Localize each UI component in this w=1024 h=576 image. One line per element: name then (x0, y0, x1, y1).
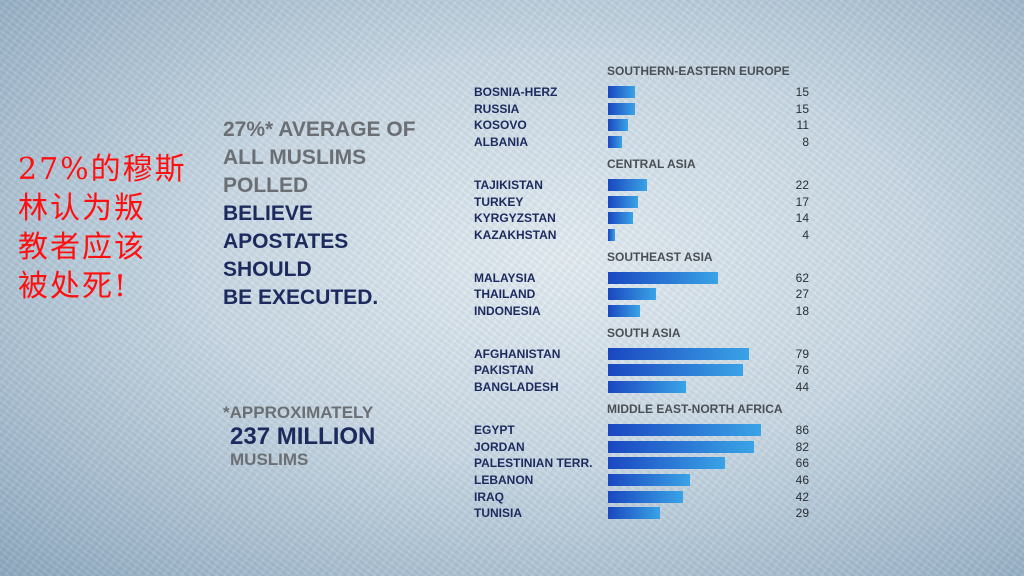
value-label: 66 (795, 456, 809, 471)
row-label: TUNISIA (474, 506, 522, 521)
row-label: KYRGYZSTAN (474, 211, 556, 226)
row-label: KAZAKHSTAN (474, 227, 557, 242)
bar (608, 119, 628, 132)
value-label: 29 (795, 506, 809, 521)
group-title: CENTRAL ASIA (607, 156, 696, 171)
headline-line-4: BELIEVE (223, 202, 313, 225)
value-label: 15 (795, 85, 809, 99)
value-label: 86 (795, 422, 809, 437)
bar-chart: SOUTHERN-EASTERN EUROPE BOSNIA-HERZ 15 RUSS… (470, 60, 815, 520)
footnote: *APPROXIMATELY 237 MILLION MUSLIMS (223, 402, 375, 470)
value-label: 46 (795, 472, 809, 487)
bar (608, 347, 749, 360)
bar (608, 457, 726, 470)
footnote-line-3: MUSLIMS (230, 450, 309, 469)
value-label: 17 (795, 194, 809, 209)
headline-line-2: ALL MUSLIMS (223, 146, 367, 169)
bar (608, 507, 660, 520)
bar (608, 440, 754, 453)
row-label: BOSNIA-HERZ (474, 85, 558, 99)
bar (608, 195, 639, 208)
bar (608, 271, 719, 284)
bar (608, 288, 657, 301)
headline-line-3: POLLED (223, 174, 309, 197)
bar (608, 136, 623, 149)
row-label: INDONESIA (474, 304, 541, 318)
row-label: JORDAN (474, 439, 525, 454)
value-label: 27 (795, 287, 809, 302)
headline-line-7: BE EXECUTED. (223, 286, 379, 309)
row-label: BANGLADESH (474, 380, 559, 395)
row-label: RUSSIA (474, 101, 520, 116)
bar (608, 381, 687, 394)
row-label: THAILAND (474, 287, 536, 302)
value-label: 44 (795, 380, 809, 395)
bar (608, 178, 648, 191)
group-title: MIDDLE EAST-NORTH AFRICA (607, 401, 783, 416)
headline: 27%* AVERAGE OF ALL MUSLIMS POLLED BELIE… (223, 116, 463, 312)
headline-line-5: APOSTATES (223, 230, 349, 253)
value-label: 4 (802, 227, 809, 242)
bar (608, 212, 633, 225)
row-label: PALESTINIAN TERR. (474, 456, 593, 471)
value-label: 79 (795, 346, 809, 361)
headline-line-6: SHOULD (223, 258, 312, 281)
footnote-line-2: 237 MILLION (230, 423, 376, 450)
row-label: LEBANON (474, 472, 534, 487)
bar (608, 305, 641, 317)
bar (608, 102, 635, 115)
value-label: 18 (795, 304, 809, 318)
row-label: MALAYSIA (474, 270, 536, 285)
group-title: SOUTHEAST ASIA (607, 249, 713, 264)
row-label: IRAQ (474, 489, 504, 504)
row-label: PAKISTAN (474, 363, 534, 378)
group-title: SOUTH ASIA (607, 325, 681, 340)
bar (608, 86, 635, 98)
row-label: ALBANIA (474, 135, 528, 150)
headline-line-1: 27%* AVERAGE OF (223, 118, 416, 141)
bar (608, 364, 744, 377)
group-title: SOUTHERN-EASTERN EUROPE (607, 64, 790, 78)
row-label: TAJIKISTAN (474, 177, 543, 192)
row-label: KOSOVO (474, 118, 527, 133)
value-label: 22 (795, 177, 809, 192)
chinese-caption: 27%的穆斯 林认为叛 教者应该 被处死! (18, 152, 187, 304)
value-label: 82 (795, 439, 809, 454)
value-label: 42 (795, 489, 809, 504)
value-label: 62 (795, 270, 809, 285)
footnote-line-1: *APPROXIMATELY (223, 403, 374, 422)
bar (608, 490, 683, 503)
value-label: 8 (802, 135, 809, 150)
row-label: EGYPT (474, 422, 515, 437)
value-label: 15 (795, 101, 809, 116)
row-label: TURKEY (474, 194, 524, 209)
value-label: 76 (795, 363, 809, 378)
bar (608, 473, 690, 486)
value-label: 14 (795, 211, 809, 226)
bar (608, 228, 616, 241)
bar (608, 423, 762, 436)
row-label: AFGHANISTAN (474, 346, 561, 361)
value-label: 11 (796, 118, 809, 133)
